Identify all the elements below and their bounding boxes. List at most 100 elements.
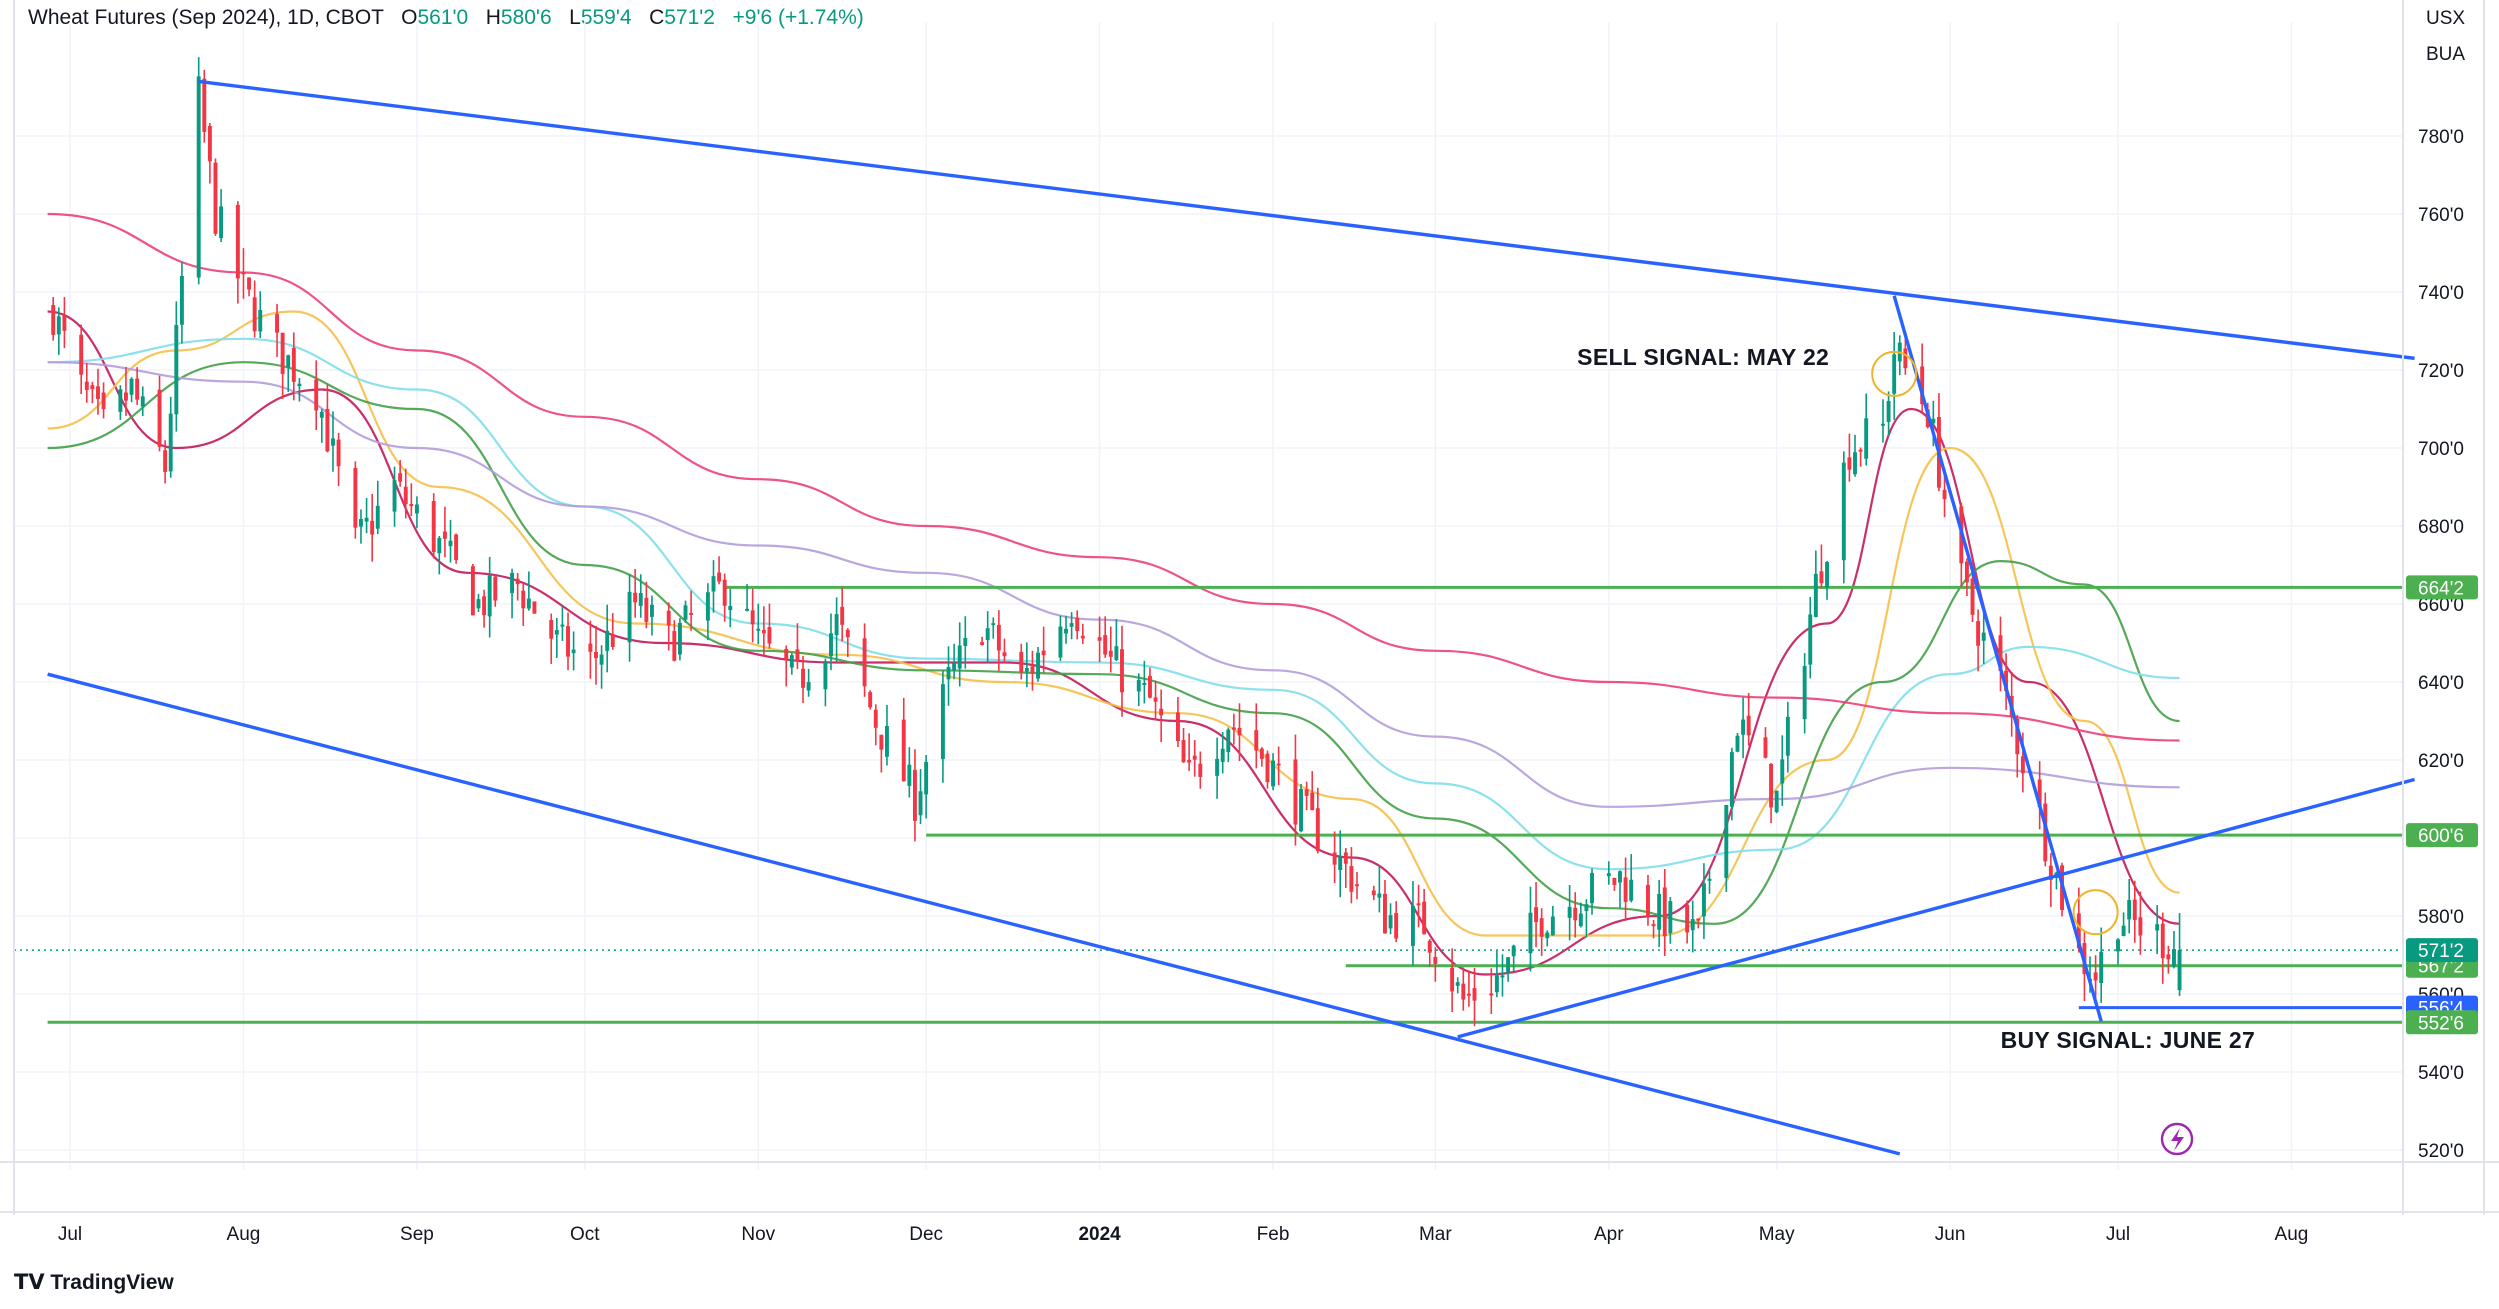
candle — [1618, 870, 1622, 909]
candle — [1103, 616, 1108, 658]
candle — [1153, 680, 1158, 721]
price-tag: 600'6 — [2406, 823, 2478, 848]
candle — [789, 653, 794, 675]
candle — [476, 593, 481, 612]
candle — [168, 396, 173, 478]
candle — [996, 610, 1001, 671]
candle — [767, 603, 772, 649]
buy-signal-marker — [2072, 889, 2119, 936]
candle — [1410, 881, 1415, 966]
candle — [1886, 391, 1891, 437]
open-value: 561'0 — [417, 6, 469, 29]
candle — [627, 574, 632, 662]
candle — [1472, 967, 1477, 1027]
candle — [1075, 610, 1080, 640]
candle — [375, 480, 380, 535]
tradingview-logo[interactable]: 𝗧𝗩 TradingView — [14, 1270, 174, 1295]
candle — [1450, 948, 1455, 1012]
candle — [409, 483, 414, 516]
price-tag-label: 600'6 — [2418, 826, 2464, 847]
candle — [403, 468, 408, 519]
candle — [213, 158, 218, 236]
candle — [359, 509, 363, 544]
candle — [1108, 626, 1113, 673]
candle — [1802, 653, 1807, 734]
open-label: O — [401, 6, 418, 29]
candle — [1259, 747, 1264, 767]
candle — [2116, 938, 2120, 965]
candle — [829, 613, 833, 671]
x-tick-label: Aug — [2275, 1224, 2309, 1245]
candle — [750, 588, 755, 643]
candle — [1461, 967, 1466, 1011]
candle — [784, 645, 789, 687]
candle — [1198, 751, 1203, 789]
candle — [336, 432, 341, 487]
last-candle — [2177, 913, 2182, 996]
sell-signal-marker — [1871, 350, 1918, 397]
candle — [2155, 905, 2160, 955]
candle — [1690, 900, 1695, 953]
candle — [1813, 550, 1818, 618]
candle — [2099, 927, 2104, 1003]
candle — [560, 606, 565, 641]
candle — [1080, 623, 1085, 644]
candle — [806, 668, 811, 697]
candle — [1881, 399, 1885, 443]
candle — [1120, 625, 1124, 717]
candle — [940, 670, 945, 783]
y-tick-label: 740'0 — [2418, 283, 2464, 304]
y-tick-label: 540'0 — [2418, 1063, 2464, 1084]
candle — [1623, 857, 1628, 921]
candle — [174, 301, 179, 432]
candle — [2166, 945, 2171, 974]
candle — [728, 588, 733, 628]
candle — [118, 385, 123, 420]
candle — [2048, 853, 2053, 907]
quantity-unit[interactable]: BUA — [2426, 44, 2466, 65]
low-value: 559'4 — [580, 6, 632, 29]
trendline — [1892, 295, 2103, 1022]
candle — [722, 573, 727, 622]
candle — [1976, 609, 1981, 672]
candle — [588, 620, 593, 679]
candle — [991, 617, 996, 639]
candle — [1416, 884, 1421, 928]
candle — [101, 382, 106, 419]
candle — [398, 460, 403, 487]
candle — [1265, 750, 1270, 789]
candle — [1175, 696, 1180, 747]
price-tag: 664'2 — [2406, 575, 2478, 600]
candle — [442, 506, 447, 558]
candle — [705, 583, 710, 641]
candle — [1500, 954, 1505, 997]
currency-unit[interactable]: USX — [2426, 8, 2466, 29]
chart-extras — [1871, 350, 2194, 1156]
x-tick-label: Sep — [400, 1224, 434, 1245]
candle — [247, 277, 252, 297]
candle — [532, 601, 537, 614]
y-tick-label: 680'0 — [2418, 517, 2464, 538]
candle — [2004, 653, 2009, 711]
candle — [873, 704, 878, 746]
candle — [689, 590, 694, 631]
candle — [163, 440, 168, 484]
candle — [2121, 912, 2126, 937]
price-tag: 552'6 — [2406, 1010, 2478, 1035]
candle — [1897, 335, 1902, 376]
candle — [666, 602, 671, 651]
x-tick-label: Mar — [1419, 1224, 1452, 1245]
candle — [952, 643, 957, 680]
candle — [1763, 727, 1768, 759]
candle — [610, 613, 615, 650]
candle — [1892, 331, 1897, 420]
candle — [1394, 901, 1399, 943]
y-tick-label: 620'0 — [2418, 751, 2464, 772]
moving-average-line — [47, 310, 2180, 937]
candle — [638, 574, 643, 618]
candle — [1864, 393, 1869, 466]
candle — [1629, 854, 1634, 903]
chart-header: Wheat Futures (Sep 2024), 1D, CBOT O561'… — [28, 6, 864, 30]
horizontal-levels — [14, 585, 2403, 1024]
